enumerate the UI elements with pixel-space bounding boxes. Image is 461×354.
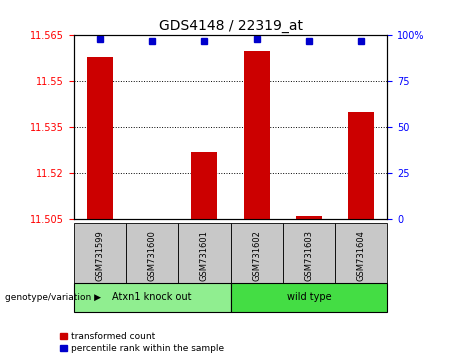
- Text: genotype/variation ▶: genotype/variation ▶: [5, 293, 100, 302]
- Bar: [348, 112, 374, 219]
- Text: wild type: wild type: [287, 292, 331, 302]
- Bar: [87, 57, 113, 219]
- Text: GSM731599: GSM731599: [95, 231, 104, 281]
- Text: GSM731604: GSM731604: [357, 230, 366, 281]
- Title: GDS4148 / 22319_at: GDS4148 / 22319_at: [159, 19, 302, 33]
- Bar: [191, 152, 218, 219]
- Text: GSM731603: GSM731603: [304, 230, 313, 281]
- Text: GSM731600: GSM731600: [148, 230, 157, 281]
- Bar: [296, 216, 322, 219]
- Text: GSM731602: GSM731602: [252, 230, 261, 281]
- Bar: [243, 51, 270, 219]
- Text: GSM731601: GSM731601: [200, 230, 209, 281]
- Legend: transformed count, percentile rank within the sample: transformed count, percentile rank withi…: [60, 332, 224, 353]
- Text: Atxn1 knock out: Atxn1 knock out: [112, 292, 192, 302]
